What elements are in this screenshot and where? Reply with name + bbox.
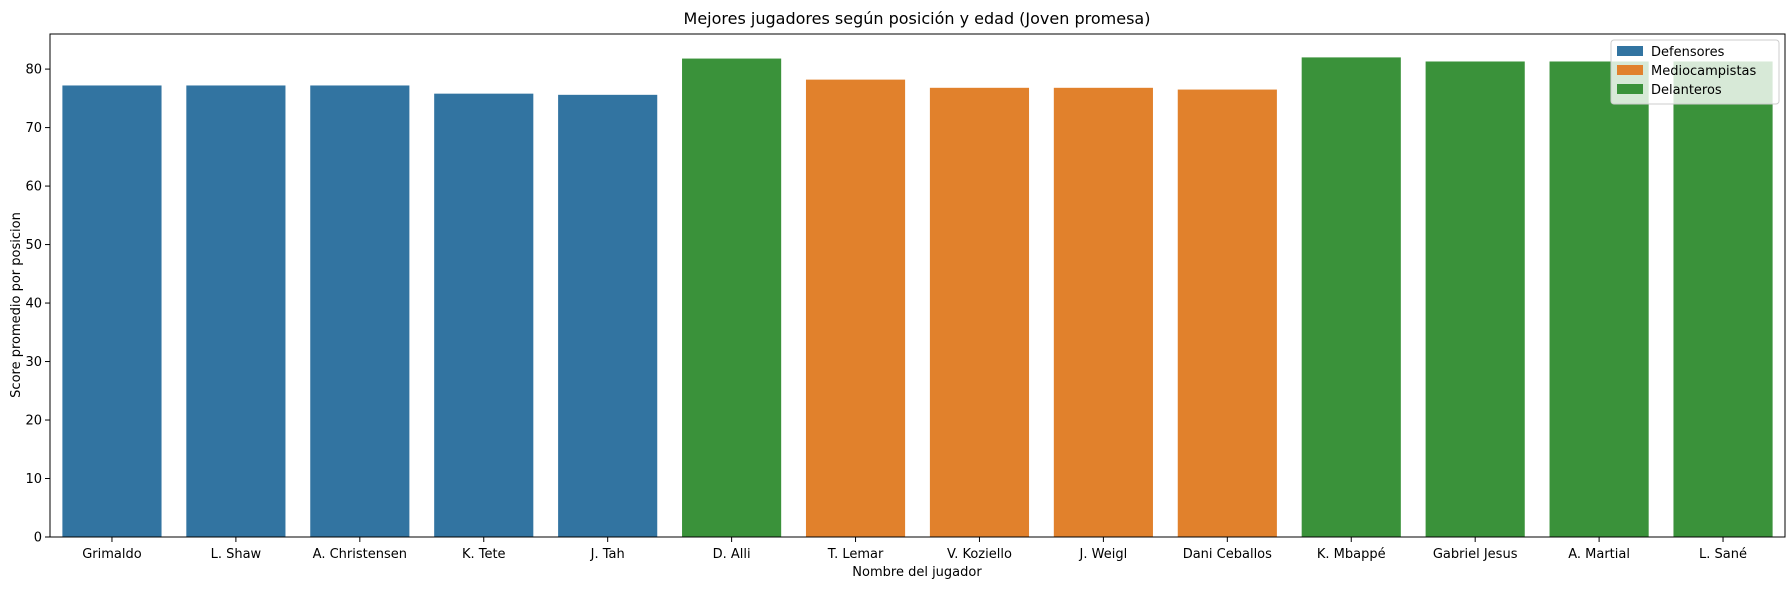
- x-tick-label: J. Tah: [590, 547, 625, 562]
- x-tick-label: V. Koziello: [947, 547, 1012, 562]
- bar-l-shaw: [186, 85, 286, 538]
- bars-group: [62, 57, 1773, 538]
- legend-swatch: [1617, 84, 1643, 94]
- bar-a-martial: [1549, 61, 1649, 538]
- y-tick-label: 0: [34, 531, 42, 546]
- x-axis: Grimaldo L. Shaw A. Christensen K. Tete J. T…: [82, 537, 1747, 562]
- x-tick-label: D. Alli: [713, 547, 751, 562]
- bar-l-san-: [1673, 61, 1773, 538]
- y-tick-label: 10: [25, 472, 42, 487]
- legend-label: Mediocampistas: [1651, 64, 1757, 79]
- bar-v-koziello: [929, 87, 1030, 538]
- x-tick-label: T. Lemar: [827, 547, 884, 562]
- bar-k-mbapp-: [1301, 57, 1401, 537]
- plot-frame: [49, 33, 1786, 538]
- x-tick-label: L. Sané: [1699, 547, 1747, 562]
- legend-label: Delanteros: [1651, 83, 1722, 98]
- y-tick-label: 50: [25, 238, 42, 253]
- x-tick-label: A. Martial: [1568, 547, 1630, 562]
- y-tick-label: 70: [25, 121, 42, 136]
- y-axis: 0 10 20 30 40 50 60 70 80: [25, 63, 50, 546]
- y-tick-label: 40: [25, 297, 42, 312]
- legend: Defensores Mediocampistas Delanteros: [1610, 39, 1780, 105]
- y-axis-label: Score promedio por posicion: [9, 212, 24, 398]
- legend-swatch: [1617, 46, 1643, 56]
- y-tick-label: 60: [25, 180, 42, 195]
- x-tick-label: Dani Ceballos: [1183, 547, 1272, 562]
- legend-box: [1610, 39, 1780, 105]
- bar-j-weigl: [1053, 87, 1153, 538]
- bar-k-tete: [434, 93, 534, 537]
- legend-swatch: [1617, 65, 1643, 75]
- x-tick-label: Grimaldo: [82, 547, 142, 562]
- x-tick-label: K. Tete: [462, 547, 506, 562]
- x-tick-label: L. Shaw: [211, 547, 262, 562]
- x-tick-label: Gabriel Jesus: [1433, 547, 1518, 562]
- bar-d-alli: [682, 58, 782, 537]
- x-tick-label: A. Christensen: [313, 547, 407, 562]
- bar-dani-ceballos: [1177, 89, 1277, 537]
- bar-j-tah: [558, 94, 658, 537]
- y-tick-label: 20: [25, 414, 42, 429]
- x-axis-label: Nombre del jugador: [852, 565, 982, 580]
- x-tick-label: J. Weigl: [1079, 547, 1128, 562]
- bar-a-christensen: [310, 85, 410, 538]
- y-tick-label: 30: [25, 355, 42, 370]
- y-tick-label: 80: [25, 63, 42, 78]
- x-tick-label: K. Mbappé: [1317, 547, 1386, 562]
- legend-label: Defensores: [1651, 45, 1725, 60]
- bar-t-lemar: [805, 79, 906, 537]
- bar-grimaldo: [62, 85, 162, 538]
- bar-gabriel-jesus: [1425, 61, 1525, 538]
- chart-title: Mejores jugadores según posición y edad …: [684, 9, 1151, 28]
